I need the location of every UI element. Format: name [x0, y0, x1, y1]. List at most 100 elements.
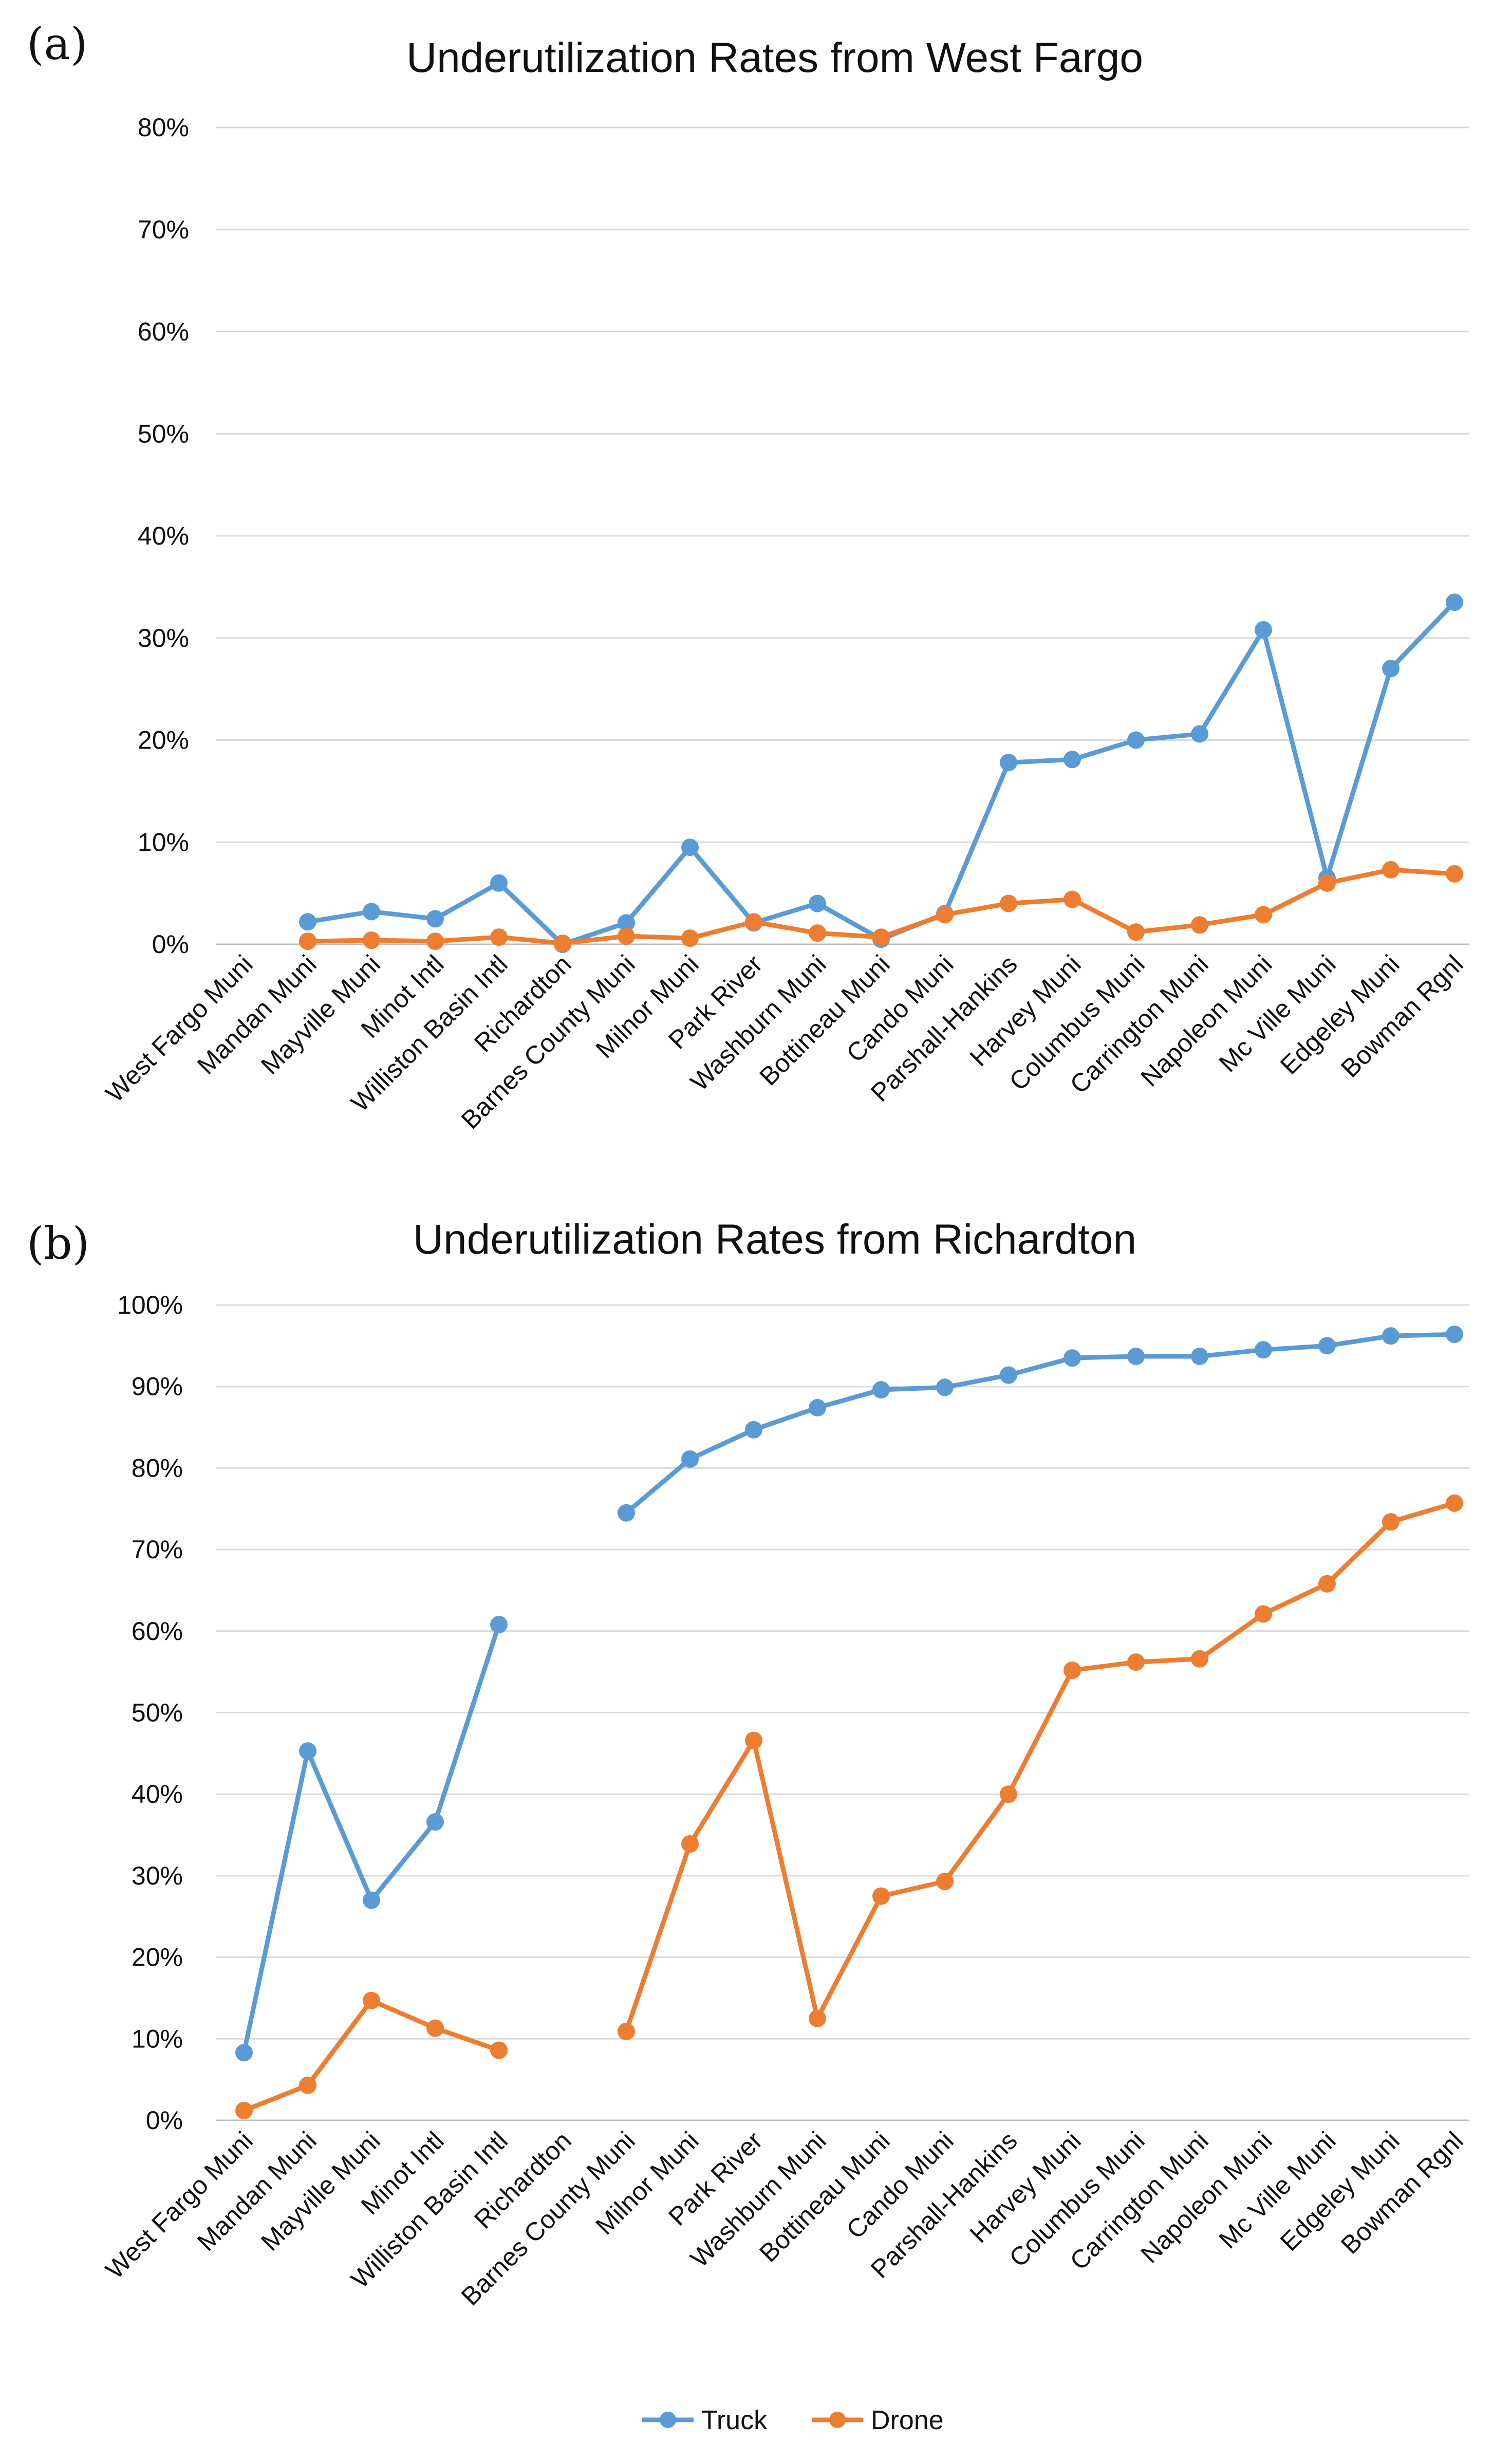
- point-truck-b-cando-muni: [936, 1378, 954, 1396]
- point-truck-b-milnor-muni: [681, 1450, 699, 1468]
- point-drone-a-bottineau-muni: [872, 928, 890, 946]
- point-drone-a-williston-basin-intl: [490, 928, 508, 946]
- point-truck-a-napoleon-muni: [1255, 621, 1272, 639]
- point-truck-a-williston-basin-intl: [490, 874, 508, 892]
- point-drone-a-barnes-county-muni: [618, 927, 635, 945]
- point-drone-b-columbus-muni: [1127, 1653, 1145, 1671]
- point-truck-b-bowman-rgnl: [1446, 1326, 1463, 1344]
- point-drone-b-west-fargo-muni: [235, 2101, 253, 2119]
- legend-item-drone: Drone: [812, 2405, 944, 2435]
- point-truck-b-mayville-muni: [363, 1891, 380, 1909]
- series-line-truck-a: [305, 600, 1457, 947]
- panel-b: (b) Underutilization Rates from Richardt…: [27, 1216, 1469, 2311]
- point-drone-b-bottineau-muni: [872, 1887, 890, 1905]
- y-tick-label-b: 90%: [132, 1372, 183, 1401]
- y-tick-label-a: 30%: [138, 624, 189, 652]
- point-drone-b-minot-intl: [426, 2019, 444, 2037]
- point-truck-a-carrington-muni: [1191, 725, 1208, 743]
- point-truck-a-bowman-rgnl: [1446, 593, 1463, 611]
- legend-item-truck: Truck: [642, 2405, 768, 2435]
- point-drone-b-cando-muni: [936, 1873, 954, 1891]
- chart-title-a: Underutilization Rates from West Fargo: [406, 34, 1143, 81]
- point-truck-a-edgeley-muni: [1382, 660, 1399, 678]
- point-truck-b-parshall-hankins: [1000, 1366, 1017, 1384]
- y-tick-label-b: 80%: [132, 1453, 183, 1482]
- series-line-drone-b: [241, 1998, 501, 2113]
- series-line-truck-b: [624, 1332, 1457, 1516]
- point-truck-b-washburn-muni: [809, 1398, 826, 1416]
- legend-label-drone: Drone: [871, 2405, 944, 2435]
- point-drone-a-park-river: [745, 913, 762, 931]
- legend-swatch-marker-truck: [660, 2412, 676, 2428]
- series-drone-a: [299, 861, 1463, 953]
- y-tick-label-b: 50%: [132, 1699, 183, 1727]
- point-drone-b-mandan-muni: [299, 2076, 316, 2094]
- point-truck-b-mc-ville-muni: [1318, 1337, 1336, 1355]
- panel-label-b: (b): [27, 1218, 89, 1270]
- point-drone-b-napoleon-muni: [1255, 1605, 1272, 1623]
- point-truck-a-barnes-county-muni: [618, 914, 635, 932]
- plot-area-a: 0%10%20%30%40%50%60%70%80%West Fargo Mun…: [100, 113, 1469, 1134]
- panel-label-a: (a): [27, 18, 87, 70]
- point-drone-a-harvey-muni: [1063, 890, 1081, 908]
- point-drone-b-mc-ville-muni: [1318, 1575, 1336, 1593]
- point-drone-a-carrington-muni: [1191, 916, 1208, 934]
- point-truck-a-washburn-muni: [809, 894, 826, 912]
- y-tick-label-b: 40%: [132, 1780, 183, 1808]
- point-drone-a-richardton: [554, 935, 571, 953]
- y-tick-label-b: 60%: [132, 1617, 183, 1646]
- plot-area-b: 0%10%20%30%40%50%60%70%80%90%100%West Fa…: [100, 1291, 1469, 2311]
- y-tick-label-a: 10%: [138, 828, 189, 856]
- point-truck-b-park-river: [745, 1421, 762, 1439]
- point-truck-b-napoleon-muni: [1255, 1341, 1272, 1359]
- point-truck-a-harvey-muni: [1063, 751, 1081, 769]
- point-drone-a-minot-intl: [426, 932, 444, 950]
- y-tick-label-a: 20%: [138, 726, 189, 755]
- y-tick-label-a: 70%: [138, 215, 189, 244]
- point-drone-a-napoleon-muni: [1255, 906, 1272, 924]
- point-truck-b-williston-basin-intl: [490, 1616, 508, 1634]
- series-truck-a: [299, 593, 1463, 953]
- point-truck-b-barnes-county-muni: [618, 1504, 635, 1522]
- point-drone-b-park-river: [745, 1731, 762, 1749]
- y-tick-label-a: 60%: [138, 318, 189, 346]
- series-drone-b: [235, 1494, 1463, 2119]
- point-drone-b-williston-basin-intl: [490, 2041, 508, 2059]
- series-line-drone-b: [624, 1501, 1457, 2034]
- point-truck-a-minot-intl: [426, 910, 444, 928]
- point-drone-a-columbus-muni: [1127, 923, 1145, 941]
- point-truck-b-carrington-muni: [1191, 1347, 1208, 1365]
- point-truck-b-bottineau-muni: [872, 1381, 890, 1399]
- point-drone-a-mandan-muni: [299, 932, 316, 950]
- legend: Truck Drone: [642, 2405, 944, 2435]
- point-drone-b-bowman-rgnl: [1446, 1494, 1463, 1512]
- y-tick-label-a: 50%: [138, 419, 189, 448]
- legend-label-truck: Truck: [701, 2405, 768, 2435]
- point-drone-b-parshall-hankins: [1000, 1785, 1017, 1803]
- y-tick-label-b: 0%: [146, 2106, 183, 2135]
- point-truck-b-edgeley-muni: [1382, 1327, 1399, 1345]
- point-truck-b-mandan-muni: [299, 1742, 316, 1760]
- y-tick-label-b: 100%: [117, 1291, 183, 1319]
- y-tick-label-b: 70%: [132, 1535, 183, 1564]
- panel-a: (a) Underutilization Rates from West Far…: [27, 18, 1469, 1134]
- point-truck-b-harvey-muni: [1063, 1349, 1081, 1367]
- point-drone-b-edgeley-muni: [1382, 1513, 1399, 1531]
- chart-title-b: Underutilization Rates from Richardton: [413, 1216, 1136, 1263]
- point-drone-a-mayville-muni: [363, 931, 380, 949]
- y-tick-label-a: 80%: [138, 113, 189, 142]
- legend-swatch-marker-drone: [829, 2412, 846, 2428]
- series-truck-b: [235, 1326, 1463, 2062]
- point-drone-b-carrington-muni: [1191, 1650, 1208, 1668]
- point-drone-a-parshall-hankins: [1000, 894, 1017, 912]
- point-truck-b-columbus-muni: [1127, 1347, 1145, 1365]
- point-drone-b-harvey-muni: [1063, 1661, 1081, 1679]
- point-truck-a-columbus-muni: [1127, 731, 1145, 749]
- series-line-truck-b: [241, 1622, 501, 2055]
- point-drone-a-mc-ville-muni: [1318, 874, 1336, 892]
- point-truck-a-parshall-hankins: [1000, 754, 1017, 772]
- point-truck-a-mayville-muni: [363, 903, 380, 921]
- point-drone-b-milnor-muni: [681, 1835, 699, 1853]
- point-drone-a-bowman-rgnl: [1446, 865, 1463, 883]
